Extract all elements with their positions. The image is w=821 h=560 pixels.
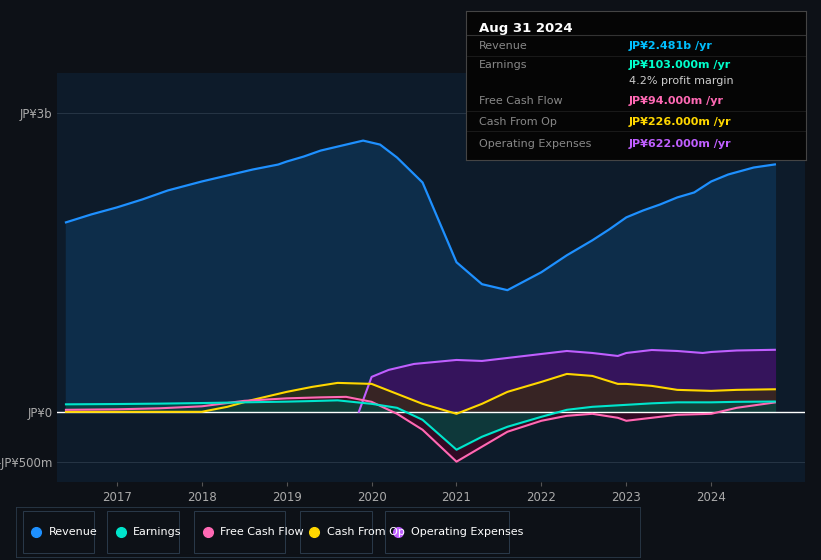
Text: JP¥2.481b /yr: JP¥2.481b /yr xyxy=(629,41,713,51)
Text: JP¥622.000m /yr: JP¥622.000m /yr xyxy=(629,139,732,149)
Text: Operating Expenses: Operating Expenses xyxy=(479,139,591,149)
Text: JP¥226.000m /yr: JP¥226.000m /yr xyxy=(629,116,732,127)
Text: Revenue: Revenue xyxy=(479,41,528,51)
Text: Cash From Op: Cash From Op xyxy=(327,527,405,537)
Text: Earnings: Earnings xyxy=(133,527,181,537)
Text: Aug 31 2024: Aug 31 2024 xyxy=(479,22,573,35)
Text: Earnings: Earnings xyxy=(479,60,528,70)
Text: Free Cash Flow: Free Cash Flow xyxy=(479,96,562,106)
Text: JP¥94.000m /yr: JP¥94.000m /yr xyxy=(629,96,724,106)
Text: Free Cash Flow: Free Cash Flow xyxy=(221,527,304,537)
Text: Cash From Op: Cash From Op xyxy=(479,116,557,127)
Text: Operating Expenses: Operating Expenses xyxy=(410,527,523,537)
Text: Revenue: Revenue xyxy=(49,527,98,537)
Text: 4.2% profit margin: 4.2% profit margin xyxy=(629,77,734,86)
Text: JP¥103.000m /yr: JP¥103.000m /yr xyxy=(629,60,732,70)
